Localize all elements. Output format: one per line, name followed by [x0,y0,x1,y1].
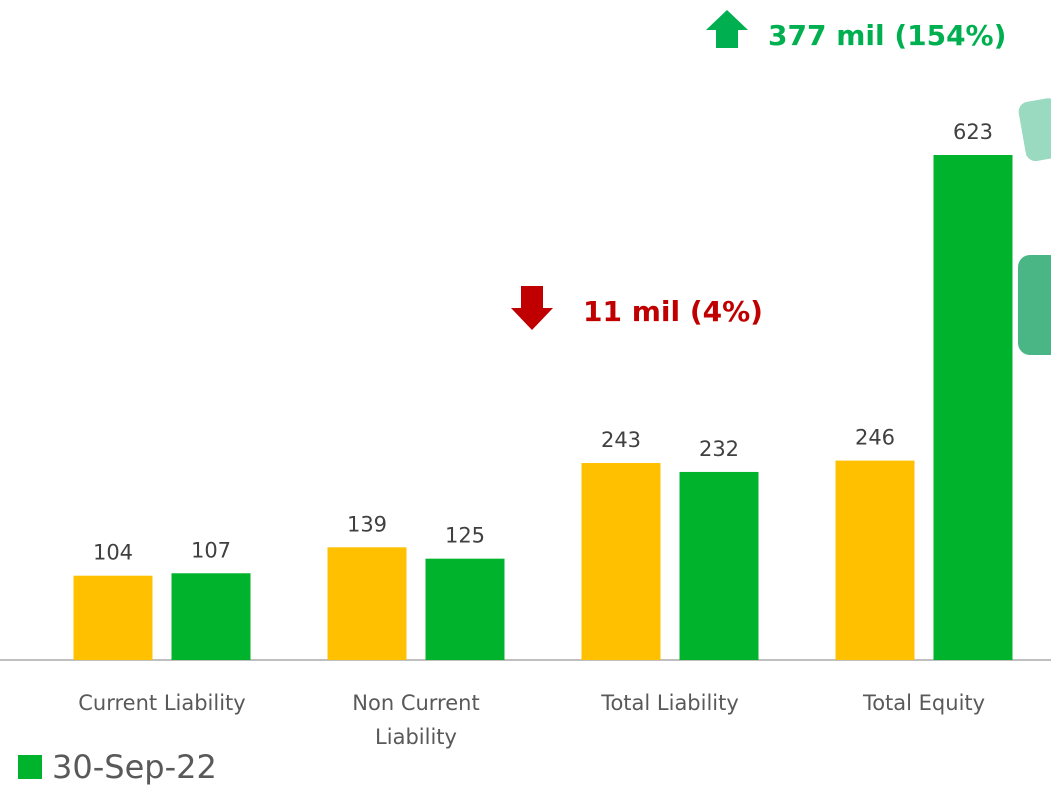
bar [73,575,153,660]
bar [581,463,661,660]
decoration [1018,255,1051,355]
data-label: 243 [601,428,641,452]
x-tick-label: Total Equity [862,691,986,715]
data-label: 232 [699,437,739,461]
bar [835,460,915,660]
data-label: 125 [445,524,485,548]
up-arrow [706,10,748,48]
x-tick-label: Current Liability [78,691,246,715]
legend-swatch [18,755,42,779]
down-arrow [511,286,553,330]
x-tick-label: Non Current Liability [352,691,480,749]
x-tick-label: Total Liability [601,691,739,715]
bar [933,155,1013,660]
decoration [1018,98,1051,162]
bar [171,573,251,660]
bar [679,471,759,660]
data-label: 246 [855,426,895,450]
data-label: 139 [347,512,387,536]
data-label: 104 [93,541,133,565]
bar [327,547,407,660]
legend-label: 30-Sep-22 [52,748,217,786]
annotation: 377 mil (154%) [768,19,1006,52]
annotation: 11 mil (4%) [583,295,763,328]
data-label: 623 [953,120,993,144]
bar [425,558,505,660]
data-label: 107 [191,538,231,562]
